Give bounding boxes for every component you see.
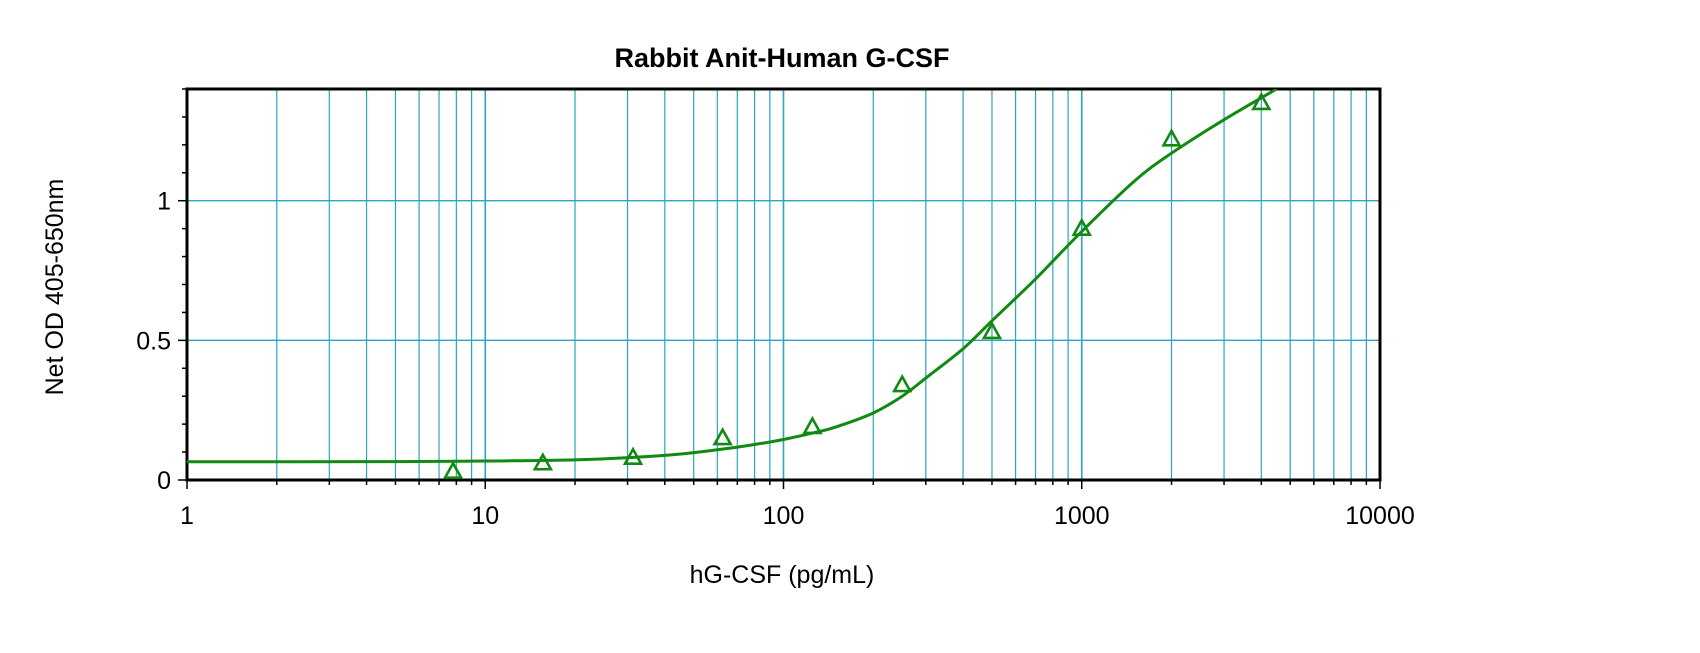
axes: 1 10 100 1000 10000 0 0.5 1 bbox=[136, 87, 1415, 530]
data-point-marker bbox=[1161, 128, 1182, 147]
y-axis-label: Net OD 405-650nm bbox=[41, 179, 69, 396]
data-point-marker bbox=[622, 446, 644, 465]
data-points bbox=[442, 91, 1272, 479]
x-tick-label: 100 bbox=[763, 502, 805, 530]
y-tick-label: 0.5 bbox=[136, 327, 171, 355]
y-tick-label: 0 bbox=[157, 467, 171, 495]
chart-title: Rabbit Anit-Human G-CSF bbox=[615, 43, 950, 73]
y-tick-label: 1 bbox=[157, 188, 171, 216]
data-point-marker bbox=[442, 460, 464, 479]
x-axis-label: hG-CSF (pg/mL) bbox=[690, 561, 875, 589]
data-point-marker bbox=[802, 415, 823, 435]
fit-curve-group bbox=[187, 89, 1278, 464]
data-point-marker bbox=[712, 427, 733, 446]
data-point-marker bbox=[1251, 91, 1272, 111]
x-tick-label: 1000 bbox=[1054, 502, 1110, 530]
x-tick-label: 1 bbox=[180, 502, 194, 530]
data-point-marker bbox=[891, 373, 913, 393]
fit-curve bbox=[187, 89, 1278, 464]
data-point-marker bbox=[981, 320, 1003, 340]
data-point-marker bbox=[532, 452, 554, 471]
x-tick-label: 10 bbox=[471, 502, 499, 530]
grid bbox=[186, 89, 1380, 481]
data-point-marker bbox=[1071, 217, 1092, 236]
x-tick-label: 10000 bbox=[1345, 502, 1415, 530]
